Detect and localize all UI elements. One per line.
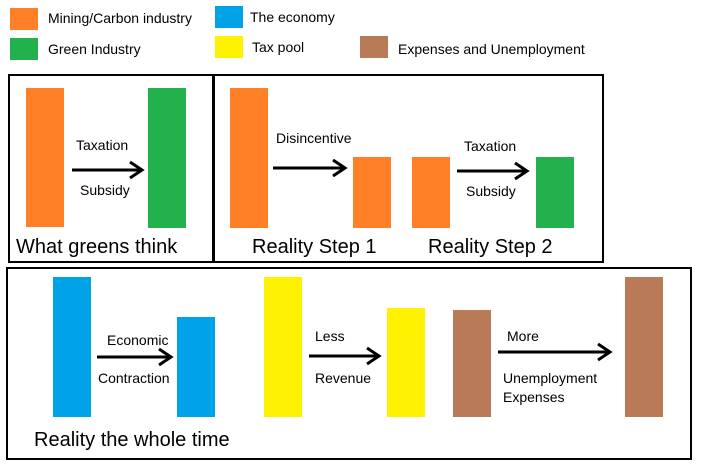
arrow-label-subsidy: Subsidy <box>466 183 516 199</box>
mining-bar <box>230 88 268 228</box>
panel-reality-steps <box>212 74 604 263</box>
tax-pool-bar <box>264 277 302 417</box>
arrow-label-subsidy: Subsidy <box>80 182 130 198</box>
arrow-icon <box>457 161 530 181</box>
arrow-label-expenses: Expenses <box>503 389 565 405</box>
caption-reality-whole-time: Reality the whole time <box>34 429 230 451</box>
green-bar-reduced <box>536 157 574 228</box>
caption-reality-step-1: Reality Step 1 <box>252 236 377 258</box>
arrow-label-taxation: Taxation <box>464 138 517 154</box>
panel-what-greens-think <box>8 74 215 263</box>
caption-what-greens-think: What greens think <box>16 236 178 258</box>
arrow-label-disincentive: Disincentive <box>276 130 352 146</box>
arrow-icon <box>309 346 382 366</box>
mining-bar <box>26 88 64 227</box>
tax-pool-bar-reduced <box>387 308 425 417</box>
arrow-icon <box>97 347 174 367</box>
legend-label-expenses: Expenses and Unemployment <box>398 41 585 57</box>
legend-label-green: Green Industry <box>48 41 141 57</box>
green-bar <box>148 88 186 228</box>
expenses-bar <box>453 310 491 417</box>
arrow-icon <box>273 158 348 178</box>
mining-bar-reduced <box>412 157 450 228</box>
legend-label-economy: The economy <box>250 9 335 25</box>
legend-swatch-economy <box>215 6 243 28</box>
economy-bar <box>53 277 91 417</box>
legend-swatch-expenses <box>360 36 388 58</box>
expenses-bar-increased <box>625 277 663 417</box>
legend-swatch-tax <box>215 36 243 58</box>
panel-reality-whole-time <box>6 267 692 460</box>
arrow-label-more: More <box>507 328 539 344</box>
arrow-label-revenue: Revenue <box>315 370 372 386</box>
arrow-label-unemployment: Unemployment <box>503 370 598 386</box>
legend-swatch-mining <box>10 8 38 30</box>
arrow-label-contraction: Contraction <box>98 370 170 386</box>
legend-swatch-green <box>10 38 38 60</box>
caption-reality-step-2: Reality Step 2 <box>428 236 553 258</box>
arrow-icon <box>498 342 613 362</box>
legend-label-tax: Tax pool <box>252 39 305 55</box>
arrow-label-economic: Economic <box>107 332 169 348</box>
economy-bar-reduced <box>177 317 215 417</box>
legend-label-mining: Mining/Carbon industry <box>48 10 192 26</box>
arrow-label-less: Less <box>315 328 345 344</box>
arrow-icon <box>72 160 145 180</box>
mining-bar-reduced <box>353 157 391 228</box>
arrow-label-taxation: Taxation <box>76 137 129 153</box>
